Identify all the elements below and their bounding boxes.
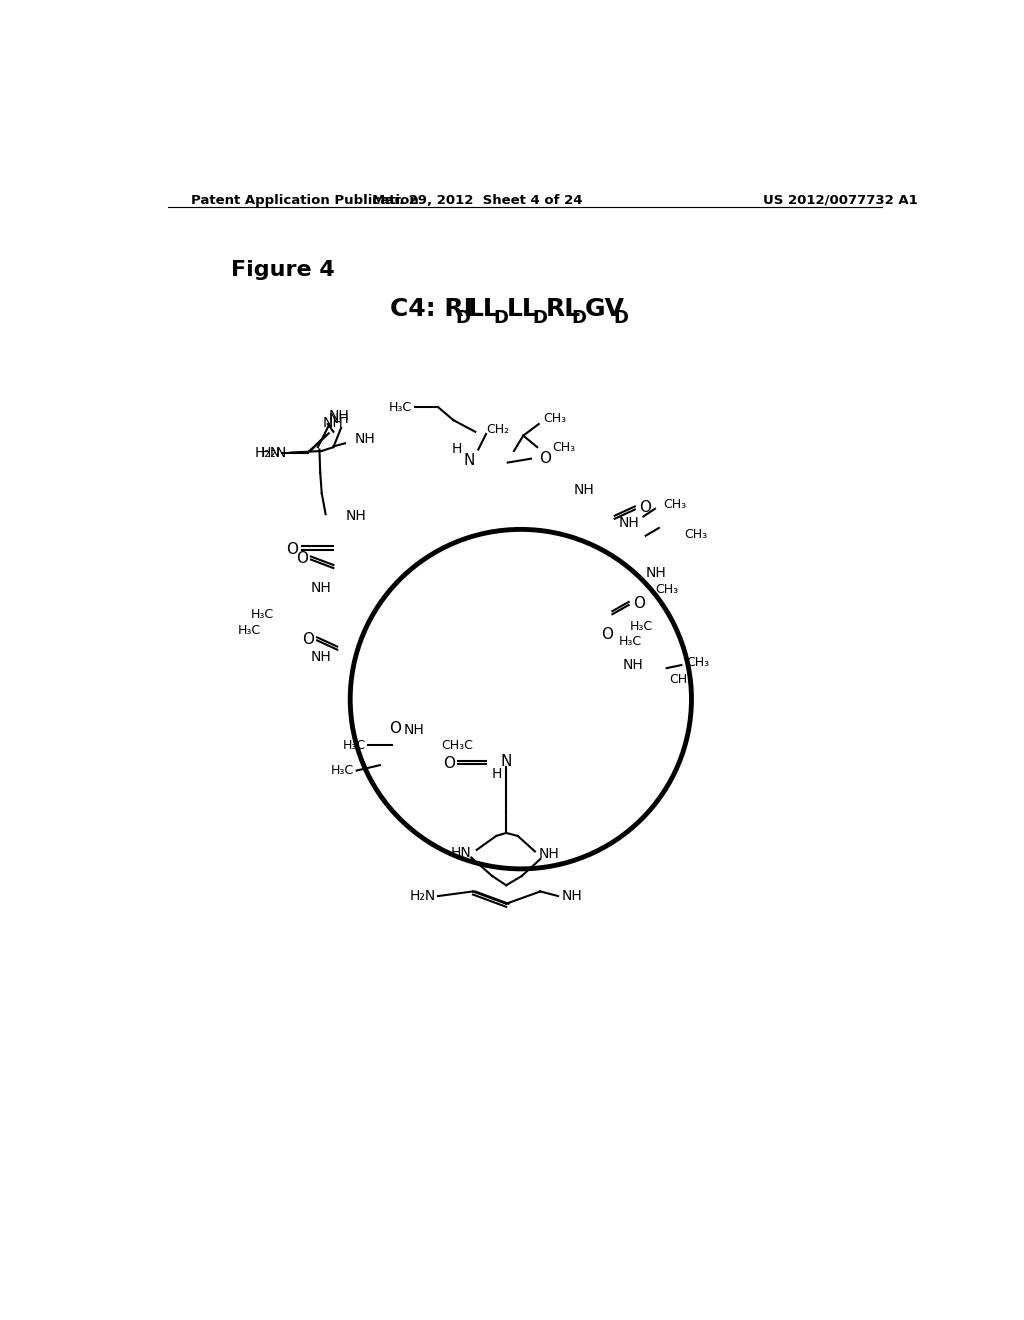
Text: H₂N: H₂N	[254, 446, 281, 459]
Text: CH₃: CH₃	[686, 656, 710, 669]
Text: O: O	[302, 632, 314, 647]
Text: CH₃: CH₃	[684, 528, 708, 541]
Text: NH: NH	[618, 516, 639, 529]
Text: NH: NH	[539, 847, 559, 862]
Text: C4: RL: C4: RL	[390, 297, 479, 321]
Text: NH: NH	[355, 433, 376, 446]
Text: D: D	[571, 309, 587, 327]
Text: NH: NH	[573, 483, 594, 496]
Text: H₂N: H₂N	[261, 446, 287, 459]
Text: NH: NH	[329, 412, 349, 425]
Text: O: O	[296, 552, 308, 566]
Text: D: D	[532, 309, 548, 327]
Text: D: D	[455, 309, 470, 327]
Text: H: H	[492, 767, 502, 781]
Text: NH: NH	[623, 659, 643, 672]
Text: N: N	[463, 453, 475, 467]
Text: HN: HN	[451, 846, 471, 859]
Text: CH₂: CH₂	[486, 422, 509, 436]
Text: O: O	[443, 756, 455, 771]
Text: Figure 4: Figure 4	[231, 260, 335, 280]
Text: NH: NH	[562, 890, 583, 903]
Text: H₃C: H₃C	[388, 400, 412, 413]
Text: H₃C: H₃C	[239, 624, 261, 638]
Text: LL: LL	[507, 297, 539, 321]
Text: H₃C: H₃C	[251, 607, 273, 620]
Text: Patent Application Publication: Patent Application Publication	[191, 194, 419, 207]
Text: CH₃: CH₃	[663, 499, 686, 511]
Text: NH: NH	[346, 510, 367, 524]
Text: O: O	[287, 543, 299, 557]
Text: H₃C: H₃C	[618, 635, 642, 648]
Text: CH₃: CH₃	[669, 673, 692, 686]
Text: D: D	[494, 309, 509, 327]
Text: O: O	[640, 500, 651, 516]
Text: NH: NH	[646, 566, 667, 579]
Text: NH: NH	[310, 581, 331, 595]
Text: H: H	[452, 442, 462, 455]
Text: GV: GV	[585, 297, 625, 321]
Text: Mar. 29, 2012  Sheet 4 of 24: Mar. 29, 2012 Sheet 4 of 24	[372, 194, 583, 207]
Text: NH: NH	[329, 409, 349, 422]
Text: H₂N: H₂N	[410, 890, 435, 903]
Text: US 2012/0077732 A1: US 2012/0077732 A1	[763, 194, 918, 207]
Text: O: O	[601, 627, 613, 642]
Text: NH: NH	[310, 651, 331, 664]
Text: NH: NH	[403, 723, 424, 737]
Text: H₃C: H₃C	[343, 739, 366, 751]
Text: O: O	[633, 595, 645, 611]
Text: NH: NH	[323, 416, 344, 430]
Text: H₃C: H₃C	[331, 764, 354, 777]
Text: H₃C: H₃C	[630, 620, 653, 634]
Text: LL: LL	[468, 297, 500, 321]
Text: N: N	[501, 754, 512, 768]
Text: D: D	[613, 309, 628, 327]
Text: CH₃: CH₃	[544, 412, 566, 425]
Text: O: O	[539, 451, 551, 466]
Text: CH₃: CH₃	[553, 441, 575, 454]
Text: O: O	[389, 721, 400, 735]
Text: RL: RL	[546, 297, 581, 321]
Text: CH₃C: CH₃C	[441, 739, 473, 751]
Text: CH₃: CH₃	[655, 583, 678, 597]
